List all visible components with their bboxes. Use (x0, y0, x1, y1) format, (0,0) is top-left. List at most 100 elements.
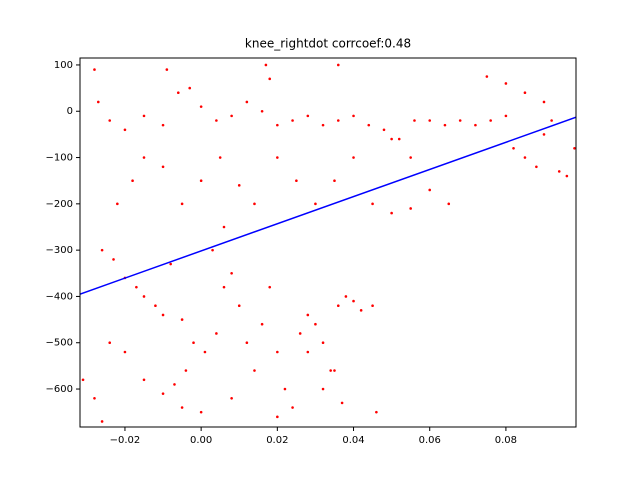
point (142, 156, 146, 159)
point (161, 123, 165, 127)
point (321, 123, 325, 127)
point (291, 406, 294, 409)
point (306, 350, 310, 354)
point (123, 128, 127, 132)
point (333, 179, 336, 182)
point (268, 285, 272, 289)
point (142, 378, 146, 382)
point (352, 114, 355, 118)
point (340, 401, 344, 405)
point (397, 137, 401, 141)
point (371, 304, 374, 307)
point (523, 91, 527, 95)
point (154, 304, 157, 307)
y-tick-label: −400 (46, 291, 73, 302)
point (161, 165, 165, 169)
axes-frame (79, 57, 577, 428)
point (443, 123, 447, 127)
point (203, 350, 207, 354)
point (573, 146, 576, 150)
chart-title: knee_rightdot corrcoef:0.48 (245, 37, 411, 51)
point (333, 369, 336, 372)
point (276, 123, 279, 127)
point (131, 179, 134, 182)
point (180, 406, 184, 409)
point (375, 410, 378, 414)
point (329, 369, 332, 372)
point (260, 109, 264, 113)
point (184, 369, 188, 372)
point (199, 179, 203, 182)
point (268, 77, 272, 81)
y-tick-label: −200 (46, 199, 73, 210)
point (100, 248, 104, 252)
point (447, 202, 451, 206)
point (222, 225, 226, 229)
point (199, 410, 203, 414)
x-tick-label: −0.02 (110, 435, 141, 446)
point (344, 295, 348, 298)
point (321, 341, 325, 345)
point (245, 341, 249, 345)
point (489, 119, 492, 122)
point (142, 295, 146, 298)
point (245, 100, 249, 104)
point (218, 156, 222, 159)
point (314, 322, 317, 326)
point (81, 378, 85, 382)
point (142, 114, 146, 118)
x-tick-label: 0.04 (342, 435, 364, 446)
point (382, 128, 386, 132)
point (306, 313, 310, 317)
point (352, 156, 355, 159)
x-tick-label: 0.06 (419, 435, 441, 446)
point (276, 156, 279, 159)
point (542, 133, 546, 136)
point (295, 179, 298, 182)
point (253, 369, 256, 372)
point (237, 184, 241, 187)
point (264, 63, 268, 67)
x-tick-label: 0.00 (190, 435, 212, 446)
point (283, 387, 287, 391)
y-tick-label: 100 (54, 60, 73, 71)
point (359, 309, 363, 312)
x-tick-label: 0.08 (495, 435, 517, 446)
point (276, 350, 279, 354)
point (371, 202, 374, 206)
y-tick-label: 0 (67, 106, 73, 117)
point (222, 285, 226, 289)
point (165, 68, 169, 71)
point (108, 119, 112, 122)
point (314, 202, 317, 206)
x-tick-label: 0.02 (266, 435, 288, 446)
point (180, 318, 184, 321)
point (230, 271, 233, 275)
point (306, 114, 310, 118)
y-tick-label: −300 (46, 245, 73, 256)
point (298, 332, 302, 335)
point (535, 165, 538, 169)
point (557, 170, 561, 173)
point (161, 313, 165, 317)
point (390, 211, 393, 215)
point (112, 258, 115, 261)
point (428, 119, 432, 122)
point (336, 304, 340, 307)
point (96, 100, 100, 104)
point (237, 304, 241, 307)
point (550, 119, 553, 122)
point (523, 156, 527, 159)
point (504, 82, 508, 85)
point (100, 420, 104, 423)
point (485, 75, 489, 78)
point (352, 299, 355, 303)
point (336, 119, 340, 122)
point (176, 91, 180, 95)
point (180, 202, 184, 206)
point (367, 123, 371, 127)
point (93, 396, 96, 400)
point (188, 86, 192, 90)
